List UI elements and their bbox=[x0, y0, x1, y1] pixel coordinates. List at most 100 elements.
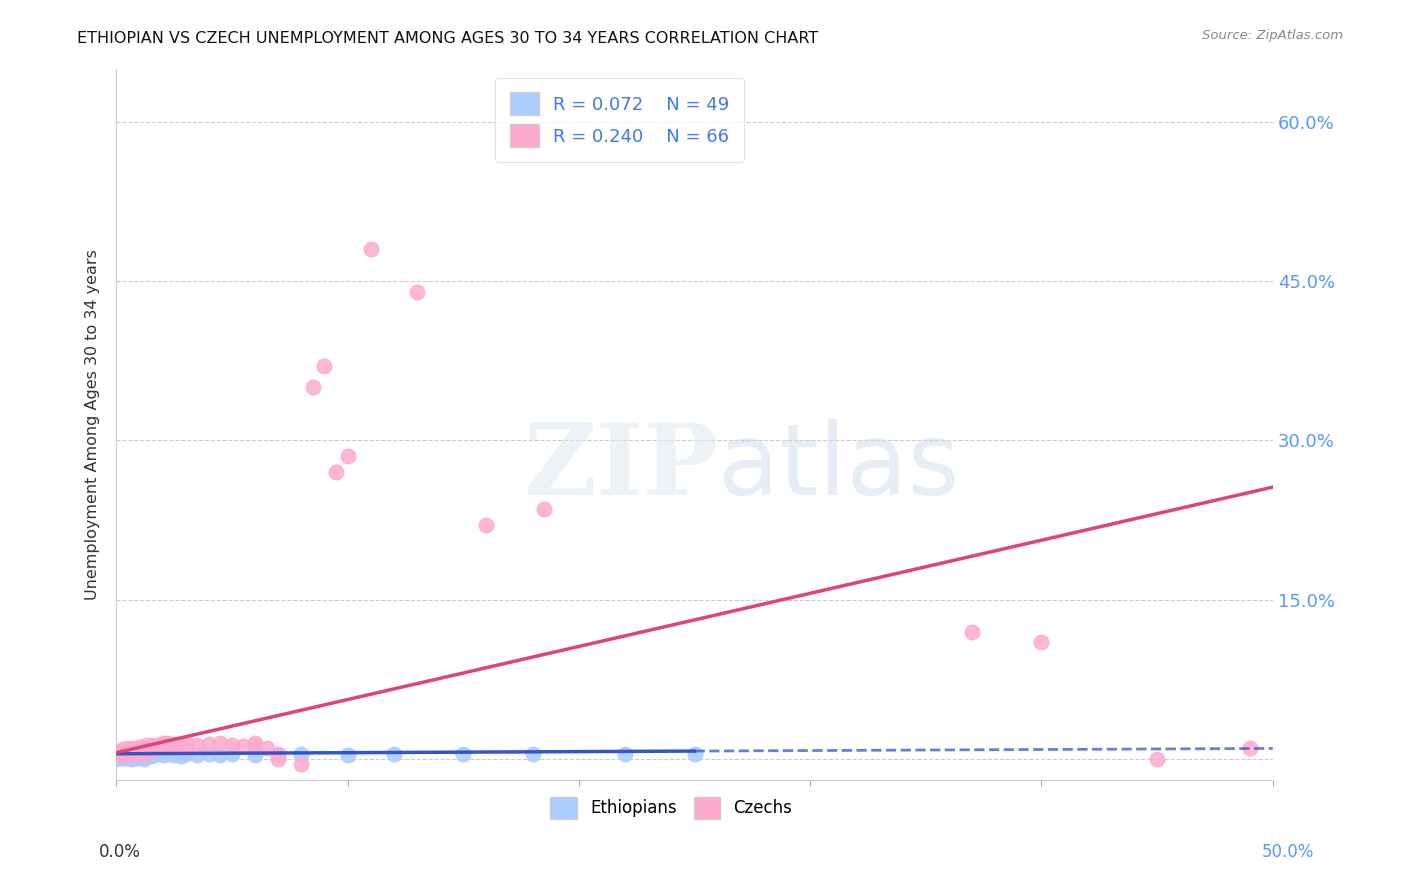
Point bbox=[114, 750, 136, 764]
Point bbox=[256, 741, 278, 756]
Point bbox=[114, 747, 136, 761]
Point bbox=[120, 747, 142, 761]
Point bbox=[683, 747, 706, 761]
Point bbox=[163, 741, 186, 756]
Point bbox=[124, 742, 146, 756]
Point bbox=[120, 743, 142, 757]
Text: Source: ZipAtlas.com: Source: ZipAtlas.com bbox=[1202, 29, 1343, 42]
Point bbox=[146, 738, 169, 752]
Point bbox=[186, 747, 208, 762]
Point bbox=[142, 747, 165, 762]
Point bbox=[149, 738, 172, 752]
Point bbox=[163, 747, 186, 762]
Point bbox=[128, 750, 150, 764]
Text: 0.0%: 0.0% bbox=[98, 843, 141, 861]
Point bbox=[267, 752, 290, 766]
Point bbox=[142, 742, 165, 756]
Point bbox=[267, 747, 290, 761]
Point bbox=[131, 746, 153, 760]
Text: atlas: atlas bbox=[717, 418, 959, 516]
Point bbox=[124, 747, 146, 762]
Point bbox=[105, 752, 128, 766]
Point bbox=[135, 738, 157, 752]
Point bbox=[1239, 741, 1261, 756]
Point bbox=[145, 747, 167, 761]
Point bbox=[221, 747, 243, 761]
Point bbox=[131, 742, 153, 756]
Point bbox=[142, 739, 165, 754]
Point bbox=[1031, 635, 1053, 649]
Point bbox=[186, 738, 208, 752]
Point bbox=[960, 624, 983, 639]
Point bbox=[120, 747, 142, 761]
Point bbox=[336, 747, 359, 762]
Point bbox=[127, 751, 149, 765]
Point bbox=[117, 741, 139, 756]
Point bbox=[132, 743, 155, 757]
Point bbox=[146, 740, 169, 755]
Point bbox=[139, 748, 162, 763]
Point bbox=[152, 736, 174, 750]
Point bbox=[174, 741, 197, 756]
Point bbox=[302, 380, 325, 394]
Point bbox=[152, 739, 174, 754]
Point bbox=[110, 743, 132, 757]
Point bbox=[117, 747, 139, 762]
Point bbox=[124, 746, 146, 760]
Point bbox=[107, 745, 129, 759]
Point bbox=[138, 747, 160, 761]
Point bbox=[198, 737, 221, 751]
Point bbox=[267, 747, 290, 762]
Point bbox=[152, 747, 174, 762]
Point bbox=[107, 750, 129, 764]
Point bbox=[112, 751, 135, 765]
Point bbox=[221, 738, 243, 752]
Point bbox=[382, 747, 405, 761]
Point bbox=[290, 747, 312, 761]
Point bbox=[131, 747, 153, 761]
Point bbox=[314, 359, 336, 373]
Point bbox=[406, 285, 429, 299]
Point bbox=[139, 738, 162, 752]
Point bbox=[128, 740, 150, 755]
Point bbox=[138, 739, 160, 754]
Point bbox=[522, 747, 544, 761]
Point bbox=[533, 502, 555, 516]
Point bbox=[243, 738, 266, 752]
Point bbox=[149, 741, 172, 756]
Point bbox=[149, 741, 172, 756]
Point bbox=[174, 747, 197, 761]
Point bbox=[128, 747, 150, 762]
Text: ETHIOPIAN VS CZECH UNEMPLOYMENT AMONG AGES 30 TO 34 YEARS CORRELATION CHART: ETHIOPIAN VS CZECH UNEMPLOYMENT AMONG AG… bbox=[77, 31, 818, 46]
Point bbox=[121, 745, 143, 759]
Point bbox=[156, 738, 179, 752]
Legend: Ethiopians, Czechs: Ethiopians, Czechs bbox=[544, 790, 799, 825]
Point bbox=[145, 741, 167, 756]
Point bbox=[117, 746, 139, 760]
Point bbox=[475, 518, 498, 533]
Point bbox=[163, 737, 186, 751]
Point bbox=[121, 748, 143, 763]
Point bbox=[156, 747, 179, 761]
Point bbox=[135, 747, 157, 762]
Point bbox=[139, 741, 162, 756]
Point bbox=[209, 747, 232, 762]
Point bbox=[127, 747, 149, 761]
Point bbox=[156, 736, 179, 750]
Point bbox=[120, 750, 142, 764]
Point bbox=[132, 747, 155, 761]
Point bbox=[1146, 752, 1168, 766]
Point bbox=[451, 747, 474, 761]
Point bbox=[121, 752, 143, 766]
Point bbox=[336, 450, 359, 464]
Point bbox=[124, 750, 146, 764]
Point bbox=[135, 750, 157, 764]
Point bbox=[232, 739, 254, 754]
Point bbox=[135, 741, 157, 756]
Point bbox=[110, 748, 132, 763]
Point bbox=[132, 748, 155, 763]
Point bbox=[121, 741, 143, 756]
Point bbox=[290, 757, 312, 772]
Point bbox=[105, 747, 128, 761]
Point bbox=[132, 752, 155, 766]
